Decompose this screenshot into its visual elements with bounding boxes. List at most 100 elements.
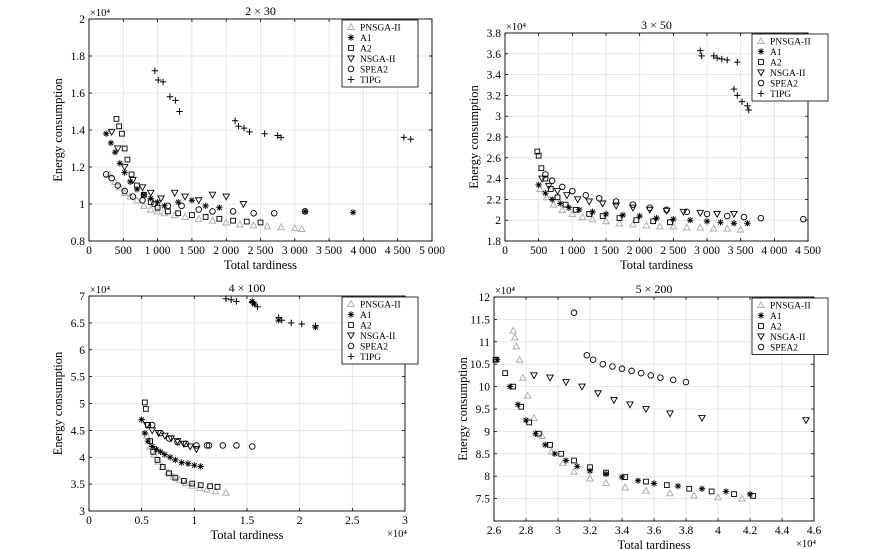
data-point: [116, 123, 123, 130]
data-point: [298, 320, 305, 328]
y-tick-label: 7.5: [476, 494, 491, 506]
data-point: [228, 296, 235, 303]
data-point: [277, 134, 285, 141]
y-tick-label: 1.8: [487, 236, 502, 248]
data-point: [616, 215, 623, 221]
legend-marker: [758, 59, 764, 65]
data-point: [601, 478, 611, 486]
data-point: [184, 460, 192, 467]
data-point: [128, 171, 135, 178]
data-point: [119, 130, 125, 137]
data-point: [192, 446, 201, 454]
data-point: [172, 456, 179, 464]
data-point: [407, 136, 414, 143]
data-point: [178, 459, 185, 466]
data-point: [197, 482, 204, 489]
data-point: [166, 454, 174, 461]
data-point: [549, 200, 558, 208]
data-point: [157, 448, 164, 456]
data-point: [154, 457, 161, 463]
data-point: [619, 211, 627, 219]
data-point: [547, 441, 553, 448]
data-point: [609, 363, 616, 370]
data-point: [650, 480, 658, 487]
data-point: [573, 196, 582, 204]
legend-box: [341, 296, 419, 365]
data-point: [261, 130, 268, 137]
data-point: [142, 431, 151, 439]
data-point: [551, 450, 558, 457]
data-point: [710, 52, 717, 60]
data-point: [582, 191, 590, 199]
data-point: [647, 372, 655, 379]
data-point: [532, 430, 539, 437]
x-tick-label: 4: [715, 525, 721, 537]
data-point: [222, 218, 231, 226]
legend-marker: [348, 322, 354, 328]
data-point: [312, 322, 319, 329]
data-point: [686, 217, 694, 224]
y-tick-label: 3.2: [487, 90, 502, 102]
data-point: [534, 148, 541, 155]
data-point: [744, 102, 751, 109]
data-point: [173, 438, 182, 446]
y-axis-label: Energy consumption: [456, 356, 470, 460]
chart-title: 2 × 30: [245, 4, 276, 18]
y-tick-label: 2: [79, 14, 85, 26]
data-point: [211, 486, 220, 495]
data-point: [553, 188, 562, 196]
data-point: [570, 309, 578, 316]
chart-panel-4: 2.6 2.8 3 3.2 3.4 3.6 3.8 4 4.2 4.4 4.6 7.5 8 8.5 9 9.5…: [456, 282, 829, 549]
data-point: [642, 405, 650, 414]
x-tick-label: 4.6: [807, 525, 822, 537]
data-point: [686, 485, 693, 492]
data-point: [138, 416, 145, 423]
legend-box: [751, 33, 829, 102]
y-tick-label: 8.5: [476, 449, 491, 461]
data-point: [249, 299, 256, 306]
y-tick-label: 4.5: [71, 425, 86, 437]
data-point: [150, 200, 158, 208]
data-point: [233, 442, 240, 449]
x-tick-label: 3 500: [316, 245, 342, 257]
legend-label: NSGA-II: [770, 333, 805, 343]
data-point: [713, 54, 721, 62]
data-point: [515, 355, 524, 363]
series-pnsga-ii: [105, 170, 306, 233]
data-point: [586, 467, 594, 475]
data-point: [670, 215, 677, 223]
data-point: [124, 156, 131, 163]
data-point: [530, 372, 538, 380]
chart-panel-3: 0 0.5 1 1.5 2 2.5 3 3 3.5 4 4.5 5 5.5 6 6.5 7 ×10⁴ ×10⁴ 4 …: [51, 281, 419, 542]
data-point: [164, 202, 172, 210]
data-point: [154, 457, 163, 465]
data-point: [208, 216, 217, 224]
y-tick-label: 12: [479, 292, 491, 304]
data-point: [174, 198, 182, 206]
x-tick-label: 2 500: [660, 245, 686, 257]
data-point: [157, 195, 165, 203]
y-tick-label: 2: [495, 215, 501, 227]
data-point: [166, 470, 172, 477]
data-point: [575, 206, 583, 213]
legend-label: TIPG: [770, 90, 791, 100]
x-tick-label: 1 500: [179, 245, 205, 257]
data-point: [140, 191, 148, 198]
data-point: [250, 209, 257, 217]
data-point: [569, 467, 579, 475]
data-point: [502, 370, 509, 377]
y-tick-label: 11.5: [470, 314, 490, 326]
data-point: [155, 76, 162, 84]
legend-marker: [757, 333, 765, 341]
x-tick-label: 3: [555, 525, 561, 537]
y-tick-label: 2.2: [487, 194, 502, 206]
data-point: [802, 417, 810, 425]
y-tick-label: 1.8: [71, 51, 86, 63]
data-point: [535, 430, 542, 437]
legend-label: A1: [360, 311, 372, 321]
data-point: [544, 182, 553, 191]
legend-marker: [347, 342, 355, 350]
legend-marker: [757, 48, 765, 55]
legend-label: A1: [770, 48, 782, 58]
